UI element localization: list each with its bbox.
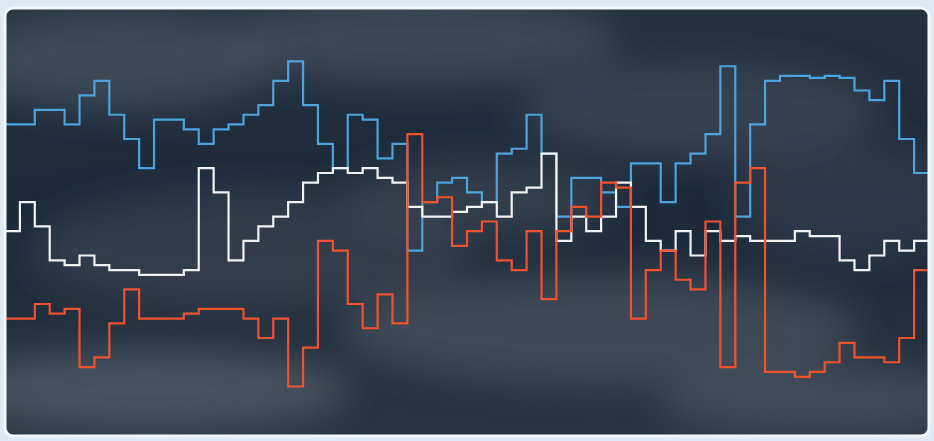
series-line	[5, 154, 929, 275]
plot-frame	[5, 8, 929, 436]
chart	[0, 0, 934, 441]
series-group	[5, 61, 929, 386]
series-line	[5, 61, 929, 250]
series-line	[5, 134, 929, 386]
clouds	[5, 8, 929, 435]
